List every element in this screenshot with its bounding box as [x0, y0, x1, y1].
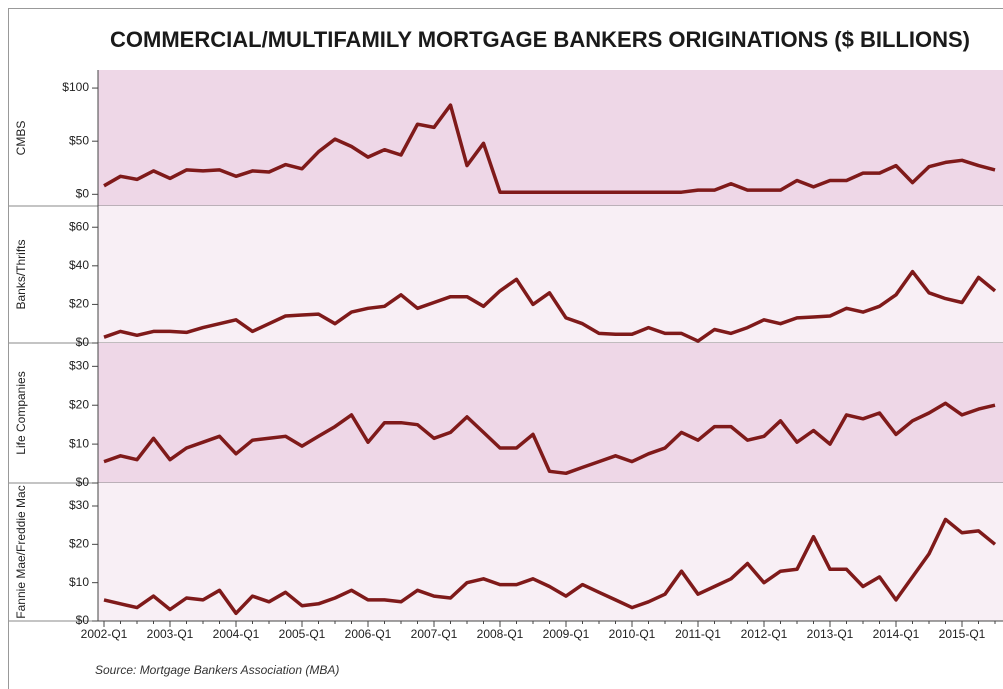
data-line [103, 401, 996, 476]
y-axis-label: Life Companies [14, 371, 28, 454]
panel-background [98, 206, 1003, 343]
source-note: Source: Mortgage Bankers Association (MB… [95, 663, 339, 677]
y-tick-label: $100 [62, 80, 89, 94]
data-line [103, 269, 997, 343]
y-tick-label: $50 [69, 133, 89, 147]
y-tick-label: $30 [69, 498, 89, 512]
chart-title: COMMERCIAL/MULTIFAMILY MORTGAGE BANKERS … [110, 27, 970, 52]
x-tick-label: 2008-Q1 [477, 627, 524, 641]
x-tick-label: 2009-Q1 [543, 627, 590, 641]
x-tick-label: 2015-Q1 [939, 627, 986, 641]
x-tick-label: 2011-Q1 [675, 627, 721, 641]
y-tick-label: $60 [69, 219, 89, 233]
y-axis-label: Fannie Mae/Freddie Mac [14, 485, 28, 618]
y-tick-label: $0 [76, 335, 90, 349]
y-axis-label: CMBS [14, 121, 28, 156]
x-tick-label: 2003-Q1 [147, 627, 194, 641]
y-tick-label: $0 [76, 186, 90, 200]
x-tick-label: 2010-Q1 [609, 627, 656, 641]
y-tick-label: $40 [69, 258, 89, 272]
x-tick-label: 2005-Q1 [279, 627, 326, 641]
x-tick-label: 2006-Q1 [345, 627, 392, 641]
x-tick-label: 2013-Q1 [807, 627, 854, 641]
data-line [103, 103, 996, 194]
x-tick-label: 2002-Q1 [81, 627, 128, 641]
y-tick-label: $20 [69, 297, 89, 311]
y-tick-label: $20 [69, 397, 89, 411]
x-tick-label: 2007-Q1 [411, 627, 458, 641]
y-tick-label: $30 [69, 359, 89, 373]
panel-background [98, 483, 1003, 621]
y-tick-label: $0 [76, 475, 90, 489]
y-axis-label: Banks/Thrifts [14, 239, 28, 309]
x-tick-label: 2004-Q1 [213, 627, 260, 641]
y-tick-label: $10 [69, 436, 89, 450]
x-tick-label: 2012-Q1 [741, 627, 788, 641]
panel-background [98, 70, 1003, 206]
data-line [103, 517, 997, 616]
panel-background [98, 343, 1003, 483]
y-tick-label: $20 [69, 537, 89, 551]
y-tick-label: $10 [69, 575, 89, 589]
x-tick-label: 2014-Q1 [873, 627, 920, 641]
y-tick-label: $0 [76, 613, 90, 627]
